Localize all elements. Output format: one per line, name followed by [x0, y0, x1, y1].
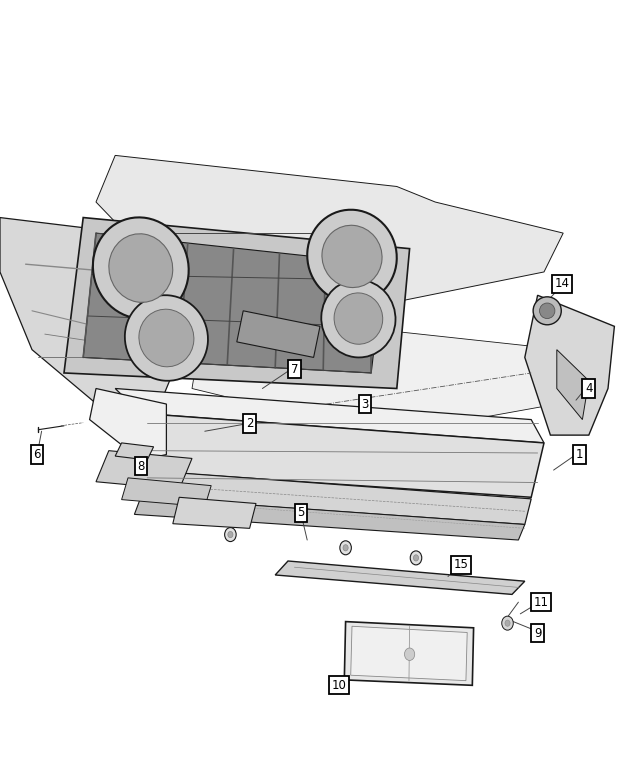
Polygon shape [115, 388, 544, 443]
Polygon shape [115, 443, 154, 460]
Circle shape [340, 541, 351, 555]
Ellipse shape [533, 297, 561, 325]
Text: 3: 3 [361, 398, 369, 410]
Polygon shape [96, 451, 192, 490]
Polygon shape [192, 311, 576, 435]
Circle shape [505, 620, 510, 626]
Text: 15: 15 [453, 559, 468, 571]
Text: 10: 10 [332, 679, 347, 692]
Text: 7: 7 [291, 363, 298, 375]
Polygon shape [351, 626, 467, 681]
Ellipse shape [125, 295, 208, 381]
Circle shape [343, 545, 348, 551]
Polygon shape [525, 295, 614, 435]
Text: 9: 9 [534, 627, 541, 639]
Ellipse shape [321, 280, 396, 357]
Ellipse shape [540, 303, 555, 319]
Text: 11: 11 [533, 596, 548, 608]
Polygon shape [122, 478, 211, 507]
Polygon shape [344, 622, 474, 685]
Circle shape [502, 616, 513, 630]
Text: 2: 2 [246, 417, 253, 430]
Polygon shape [134, 470, 531, 524]
Polygon shape [90, 388, 166, 460]
Ellipse shape [139, 309, 194, 367]
Ellipse shape [322, 225, 382, 287]
Polygon shape [237, 311, 320, 357]
Polygon shape [64, 218, 410, 388]
Ellipse shape [93, 218, 189, 319]
Text: 14: 14 [554, 277, 570, 290]
Polygon shape [83, 233, 384, 373]
Polygon shape [0, 218, 192, 420]
Polygon shape [128, 413, 544, 497]
Circle shape [225, 528, 236, 542]
Circle shape [413, 555, 419, 561]
Ellipse shape [307, 210, 397, 303]
Text: 5: 5 [297, 507, 305, 519]
Circle shape [404, 648, 415, 660]
Polygon shape [173, 497, 256, 528]
Ellipse shape [109, 234, 173, 302]
Text: 6: 6 [33, 448, 41, 461]
Polygon shape [96, 155, 563, 311]
Text: 1: 1 [575, 448, 583, 461]
Polygon shape [275, 561, 525, 594]
Text: 8: 8 [137, 460, 145, 472]
Polygon shape [134, 497, 525, 540]
Ellipse shape [334, 293, 383, 344]
Text: 4: 4 [585, 382, 593, 395]
Circle shape [228, 531, 233, 538]
Polygon shape [557, 350, 589, 420]
Circle shape [410, 551, 422, 565]
